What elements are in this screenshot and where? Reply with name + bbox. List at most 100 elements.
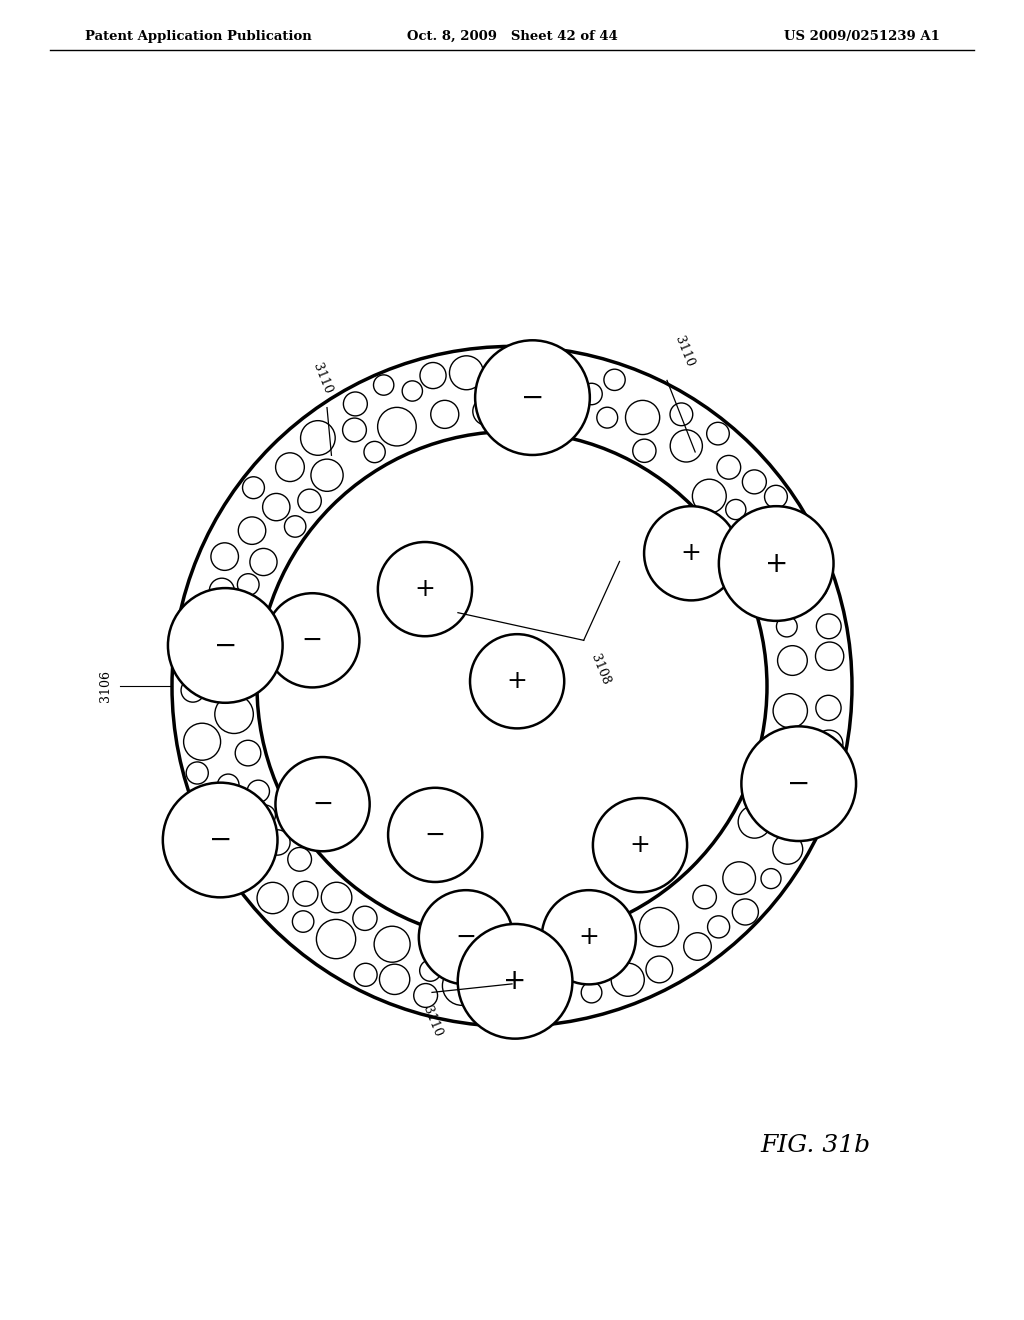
Circle shape	[364, 441, 385, 463]
Circle shape	[548, 403, 572, 426]
Circle shape	[450, 356, 483, 389]
Circle shape	[750, 779, 771, 800]
Circle shape	[741, 726, 856, 841]
Circle shape	[257, 882, 289, 913]
Circle shape	[402, 381, 423, 401]
Circle shape	[761, 869, 781, 888]
Text: −: −	[312, 792, 333, 816]
Text: −: −	[209, 826, 231, 854]
Text: Oct. 8, 2009   Sheet 42 of 44: Oct. 8, 2009 Sheet 42 of 44	[407, 30, 617, 44]
Circle shape	[799, 754, 819, 774]
Circle shape	[437, 940, 461, 964]
Circle shape	[343, 392, 368, 416]
Circle shape	[604, 370, 626, 391]
Circle shape	[788, 803, 817, 832]
Text: −: −	[214, 631, 237, 660]
Circle shape	[815, 730, 843, 758]
Circle shape	[183, 723, 220, 760]
Circle shape	[211, 611, 246, 645]
Circle shape	[797, 569, 828, 601]
Circle shape	[243, 477, 264, 499]
Circle shape	[644, 506, 738, 601]
Circle shape	[754, 560, 776, 581]
Circle shape	[293, 911, 314, 932]
Circle shape	[633, 440, 656, 462]
Text: US 2009/0251239 A1: US 2009/0251239 A1	[784, 30, 940, 44]
Circle shape	[475, 341, 590, 455]
Circle shape	[168, 589, 283, 702]
Circle shape	[285, 516, 306, 537]
Circle shape	[723, 862, 756, 895]
Circle shape	[726, 499, 745, 520]
Text: −: −	[425, 822, 445, 847]
Circle shape	[510, 360, 535, 384]
Circle shape	[458, 924, 572, 1039]
Circle shape	[736, 525, 768, 558]
Circle shape	[293, 882, 317, 907]
Circle shape	[378, 543, 472, 636]
Text: 3108: 3108	[589, 652, 612, 686]
Circle shape	[301, 421, 335, 455]
Circle shape	[254, 805, 275, 826]
Circle shape	[606, 933, 631, 957]
Circle shape	[322, 882, 352, 913]
Text: +: +	[415, 577, 435, 601]
Circle shape	[203, 660, 223, 681]
Text: 3110: 3110	[672, 334, 696, 368]
Circle shape	[773, 694, 808, 729]
Circle shape	[265, 830, 290, 855]
Circle shape	[490, 990, 524, 1023]
Circle shape	[227, 647, 250, 669]
Text: −: −	[456, 925, 476, 949]
Circle shape	[640, 907, 679, 946]
Circle shape	[582, 982, 602, 1003]
Text: +: +	[681, 541, 701, 565]
Circle shape	[378, 408, 416, 446]
Text: FIG. 31b: FIG. 31b	[760, 1134, 870, 1156]
Circle shape	[816, 696, 841, 721]
Circle shape	[539, 995, 562, 1018]
Circle shape	[217, 774, 239, 796]
Circle shape	[477, 945, 509, 977]
Circle shape	[247, 780, 269, 803]
Circle shape	[236, 741, 261, 766]
Circle shape	[343, 418, 367, 442]
Circle shape	[670, 430, 702, 462]
Circle shape	[742, 470, 766, 494]
Circle shape	[262, 494, 290, 521]
Text: −: −	[521, 384, 544, 412]
Circle shape	[597, 407, 617, 428]
Circle shape	[581, 383, 602, 405]
Circle shape	[777, 645, 807, 676]
Circle shape	[224, 800, 248, 824]
Text: −: −	[787, 770, 810, 797]
Text: 3110: 3110	[310, 362, 334, 396]
Circle shape	[684, 933, 712, 960]
Circle shape	[738, 805, 771, 838]
Circle shape	[238, 574, 259, 595]
Circle shape	[719, 506, 834, 620]
Circle shape	[354, 964, 377, 986]
Circle shape	[176, 649, 198, 671]
Circle shape	[514, 945, 537, 969]
Circle shape	[593, 799, 687, 892]
Circle shape	[388, 788, 482, 882]
Circle shape	[518, 393, 543, 417]
Circle shape	[250, 854, 269, 874]
Circle shape	[542, 890, 636, 985]
Circle shape	[431, 400, 459, 429]
Text: 3110: 3110	[420, 1005, 444, 1039]
Circle shape	[209, 578, 234, 603]
Circle shape	[374, 927, 411, 962]
Circle shape	[239, 517, 266, 544]
Text: Patent Application Publication: Patent Application Publication	[85, 30, 311, 44]
Circle shape	[353, 907, 377, 931]
Circle shape	[542, 360, 580, 399]
Circle shape	[211, 543, 239, 570]
Text: +: +	[630, 833, 650, 857]
Circle shape	[693, 886, 717, 909]
Circle shape	[218, 828, 250, 859]
Circle shape	[611, 964, 644, 997]
Circle shape	[774, 532, 803, 561]
Circle shape	[646, 956, 673, 983]
